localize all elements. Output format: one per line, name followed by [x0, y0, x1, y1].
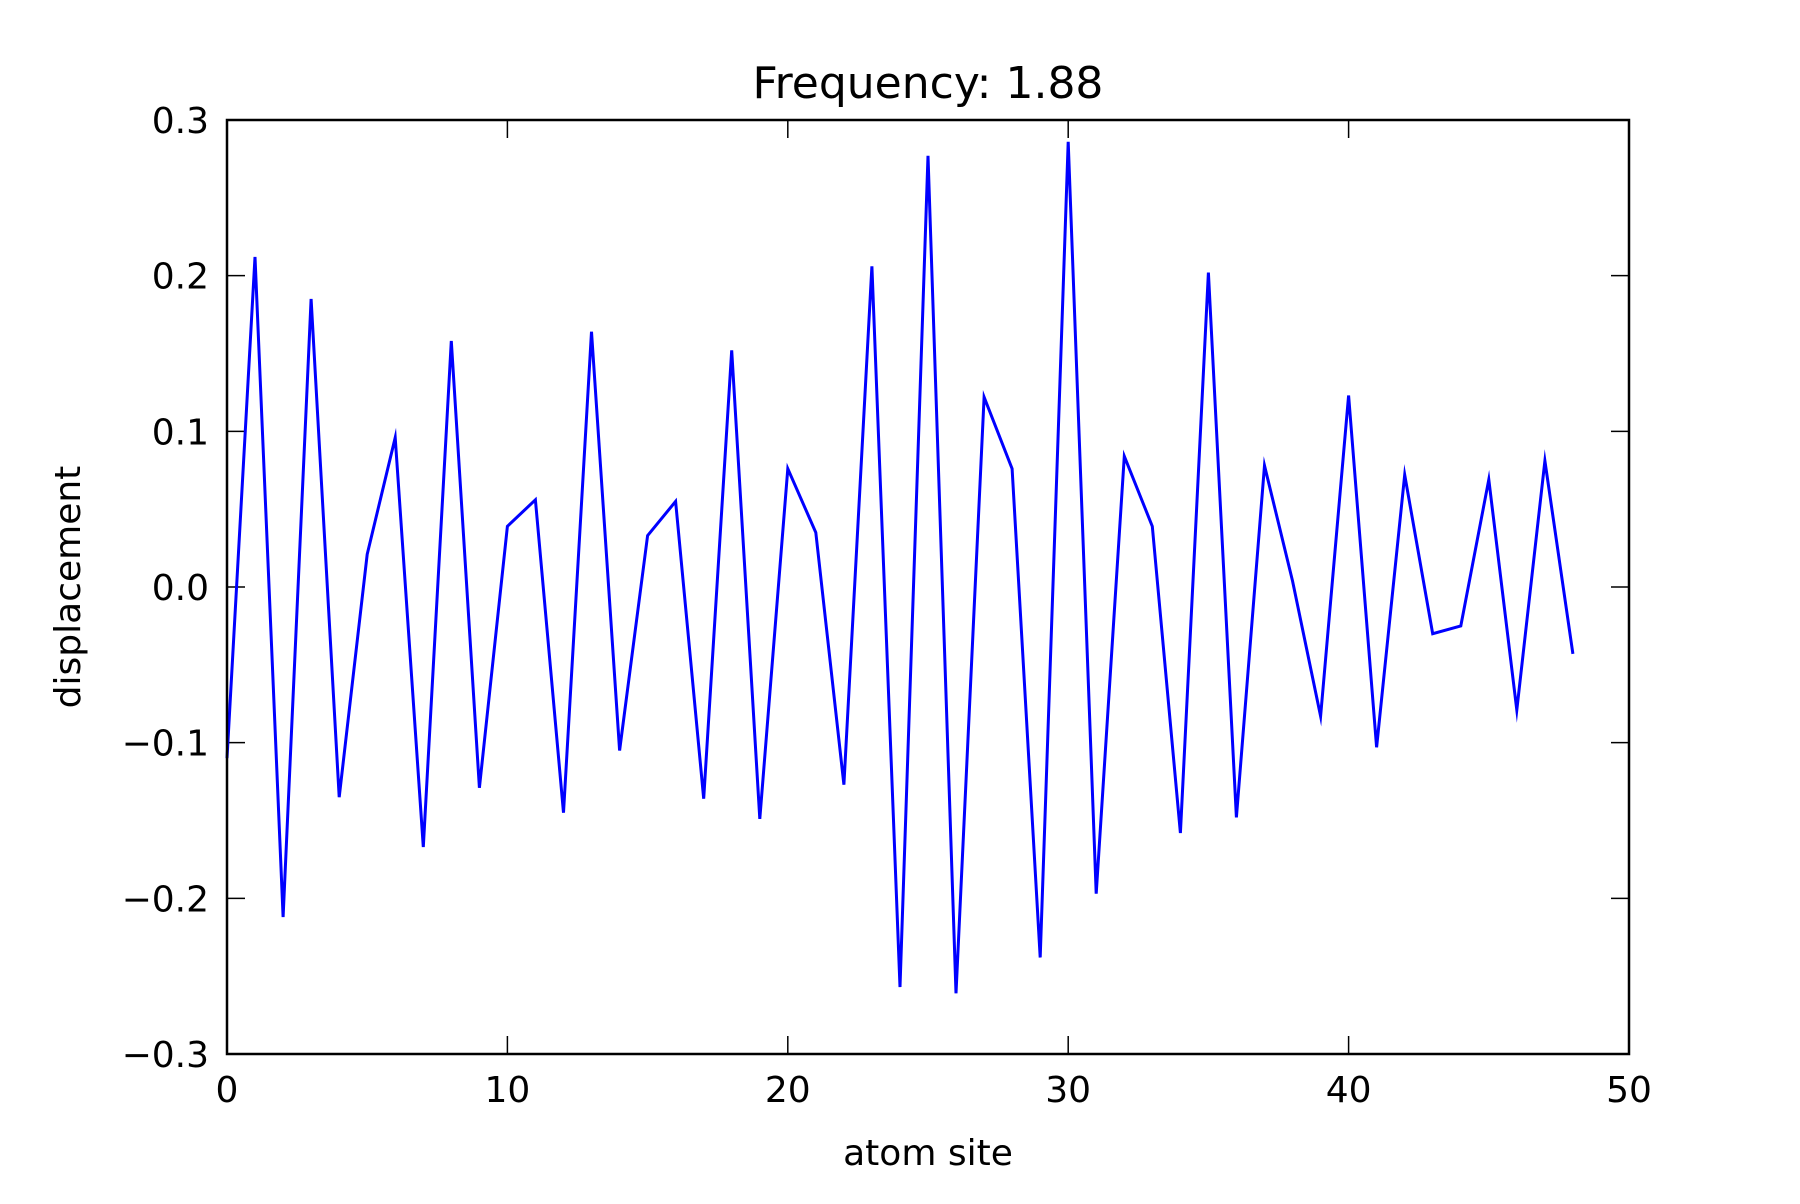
y-tick-labels: −0.3 −0.2 −0.1 0.0 0.1 0.2 0.3	[122, 101, 209, 1076]
series-line	[225, 141, 1575, 994]
y-tick-label: −0.2	[122, 879, 209, 920]
chart-title: Frequency: 1.88	[753, 58, 1104, 109]
x-axis-label: atom site	[843, 1133, 1013, 1174]
y-tick-label: 0.2	[152, 257, 209, 298]
x-tick-label: 50	[1606, 1070, 1652, 1111]
y-tick-label: 0.1	[152, 412, 209, 453]
y-tick-label: −0.3	[122, 1035, 209, 1076]
plot-frame	[225, 118, 1631, 1056]
y-tick-label: 0.0	[152, 568, 209, 609]
y-tick-label: 0.3	[152, 101, 209, 142]
x-tick-label: 20	[765, 1070, 811, 1111]
x-tick-label: 40	[1326, 1070, 1372, 1111]
x-tick-label: 10	[484, 1070, 530, 1111]
x-tick-label: 0	[216, 1070, 239, 1111]
series-layer	[225, 141, 1575, 994]
y-axis-label: displacement	[48, 466, 89, 709]
x-tick-labels: 0 10 20 30 40 50	[216, 1070, 1652, 1111]
x-tick-label: 30	[1045, 1070, 1091, 1111]
y-tick-label: −0.1	[122, 724, 209, 765]
